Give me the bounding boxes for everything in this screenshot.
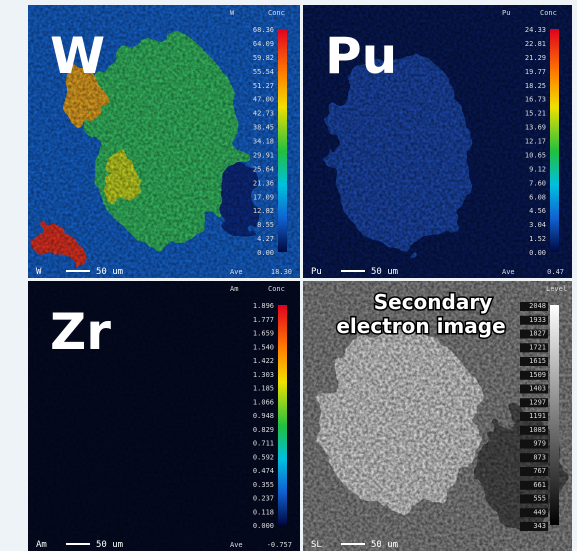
- scale-value: 0.474: [253, 467, 274, 475]
- ave-label: Ave: [230, 268, 243, 276]
- scale-value: 0.829: [253, 426, 274, 434]
- scale-value: 21.36: [253, 179, 274, 187]
- scale-value: 0.118: [253, 508, 274, 516]
- scale-value: 19.77: [525, 68, 546, 76]
- scale-value: 9.12: [529, 165, 546, 173]
- scale-header: Am: [230, 285, 238, 293]
- scale-value: 0.000: [253, 522, 274, 530]
- scale-value: 59.82: [253, 54, 274, 62]
- color-bar: [550, 305, 559, 525]
- scale-value: 1403: [529, 385, 546, 393]
- scale-value: 64.09: [253, 40, 274, 48]
- scale-value: 12.82: [253, 207, 274, 215]
- ave-value: 18.30: [271, 268, 292, 276]
- footer-element: W: [36, 267, 42, 277]
- scale-value: 13.69: [525, 124, 546, 132]
- scale-value: 1.066: [253, 398, 274, 406]
- scale-value: 1.52: [529, 235, 546, 243]
- scale-value: 1.777: [253, 316, 274, 324]
- panel-label: Pu: [325, 27, 397, 85]
- ave-value: -0.757: [267, 541, 292, 549]
- scale-value: 1827: [529, 330, 546, 338]
- scale-value: 51.27: [253, 82, 274, 90]
- scale-value: 449: [533, 508, 546, 516]
- scale-header: Pu: [502, 9, 510, 17]
- scale-value: 0.00: [529, 249, 546, 257]
- scale-bar-label: 50 um: [96, 267, 123, 277]
- scale-value: 1191: [529, 412, 546, 420]
- scale-value: 0.592: [253, 453, 274, 461]
- scale-value: 1085: [529, 426, 546, 434]
- color-bar: [550, 29, 559, 252]
- scale-value: 38.45: [253, 124, 274, 132]
- scale-value: 10.65: [525, 151, 546, 159]
- scale-bar-label: 50 um: [96, 540, 123, 550]
- footer-element: SL: [311, 540, 322, 550]
- page: {"panels": [ {"label": "W", "scale_heade…: [0, 0, 577, 551]
- color-bar: [278, 29, 287, 252]
- scale-bar-label: 50 um: [371, 540, 398, 550]
- scale-value: 8.55: [257, 221, 274, 229]
- footer-element: Pu: [311, 267, 322, 277]
- scale-value: 24.33: [525, 26, 546, 34]
- ave-value: 0.47: [547, 268, 564, 276]
- scale-value: 34.18: [253, 138, 274, 146]
- scale-value: 1.422: [253, 357, 274, 365]
- scale-value: 47.00: [253, 96, 274, 104]
- scale-header: Conc: [268, 285, 285, 293]
- scale-value: 21.29: [525, 54, 546, 62]
- scale-value: 1.185: [253, 385, 274, 393]
- scale-value: 767: [533, 467, 546, 475]
- scale-value: 22.81: [525, 40, 546, 48]
- footer-element: Am: [36, 540, 47, 550]
- panel-label: Zr: [50, 303, 111, 361]
- scale-value: 0.711: [253, 440, 274, 448]
- scale-value: 15.21: [525, 110, 546, 118]
- scale-value: 1.659: [253, 330, 274, 338]
- scale-value: 873: [533, 453, 546, 461]
- scale-value: 343: [533, 522, 546, 530]
- scale-header: Conc: [540, 9, 557, 17]
- scale-value: 555: [533, 495, 546, 503]
- scale-value: 1615: [529, 357, 546, 365]
- scale-value: 17.09: [253, 193, 274, 201]
- scale-value: 1509: [529, 371, 546, 379]
- scale-value: 18.25: [525, 82, 546, 90]
- scale-value: 0.237: [253, 495, 274, 503]
- figure: W Conc 68.36 64.09 59.82 55.54 51.27 47.00 42.73…: [0, 0, 577, 551]
- scale-value: 979: [533, 440, 546, 448]
- scale-value: 29.91: [253, 151, 274, 159]
- scale-header: Conc: [268, 9, 285, 17]
- scale-value: 3.04: [529, 221, 546, 229]
- ave-label: Ave: [502, 268, 515, 276]
- scale-value: 16.73: [525, 96, 546, 104]
- scale-value: 2048: [529, 302, 546, 310]
- scale-value: 68.36: [253, 26, 274, 34]
- scale-header: Level: [546, 285, 567, 293]
- scale-value: 12.17: [525, 138, 546, 146]
- scale-value: 0.00: [257, 249, 274, 257]
- scale-value: 4.27: [257, 235, 274, 243]
- scale-value: 1.896: [253, 302, 274, 310]
- scale-value: 0.948: [253, 412, 274, 420]
- scale-value: 25.64: [253, 165, 274, 173]
- scale-value: 55.54: [253, 68, 274, 76]
- scale-value: 1.540: [253, 343, 274, 351]
- scale-value: 1721: [529, 343, 546, 351]
- scale-value: 661: [533, 481, 546, 489]
- color-bar: [278, 305, 287, 525]
- scale-value: 42.73: [253, 110, 274, 118]
- scale-value: 7.60: [529, 179, 546, 187]
- scale-value: 0.355: [253, 481, 274, 489]
- scale-value: 1.303: [253, 371, 274, 379]
- scale-value: 1933: [529, 316, 546, 324]
- scale-value: 6.08: [529, 193, 546, 201]
- scale-value: 4.56: [529, 207, 546, 215]
- panel-label: W: [50, 27, 105, 85]
- scale-bar-label: 50 um: [371, 267, 398, 277]
- scale-value: 1297: [529, 398, 546, 406]
- ave-label: Ave: [230, 541, 243, 549]
